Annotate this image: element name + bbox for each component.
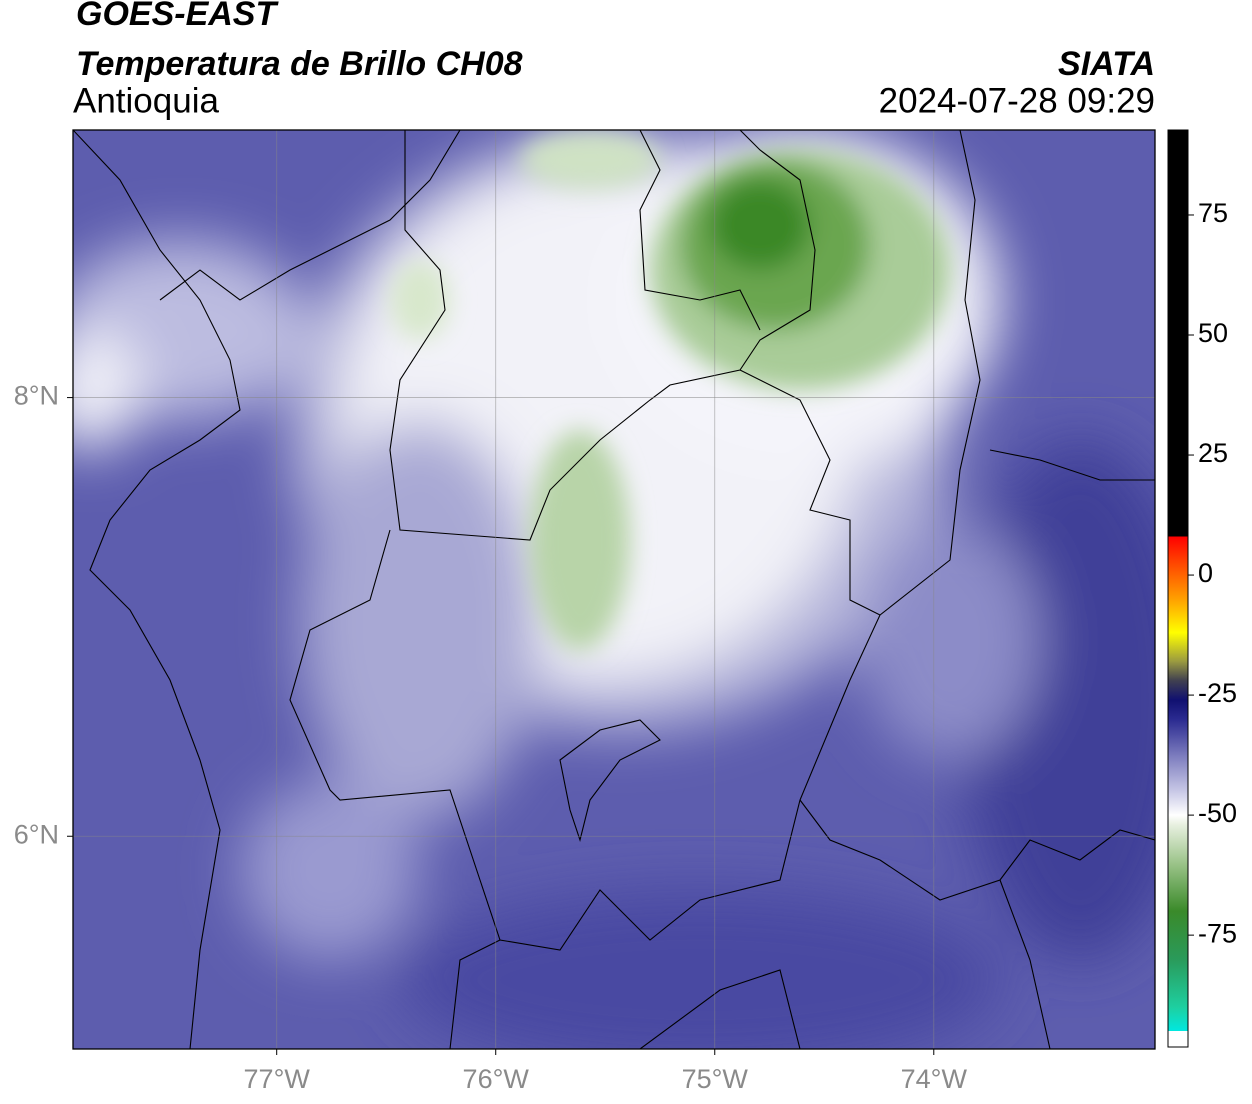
colorbar xyxy=(1167,129,1189,1048)
lon-tick-label: 77°W xyxy=(244,1064,311,1094)
lon-tick-label: 76°W xyxy=(463,1064,530,1094)
colorbar-tick-label: 25 xyxy=(1198,438,1228,468)
borders xyxy=(73,130,1155,1049)
colorbar-tick-label: 0 xyxy=(1198,558,1213,588)
satellite: GOES-EAST xyxy=(76,0,279,33)
graticule xyxy=(73,130,1155,1049)
colorbar-tick-label: 50 xyxy=(1198,318,1228,348)
lat-tick-label: 6°N xyxy=(14,819,59,849)
map-frame xyxy=(72,129,1156,1050)
lon-tick-label: 74°W xyxy=(901,1064,968,1094)
colorbar-tick-label: -25 xyxy=(1198,678,1237,708)
lon-tick-label: 75°W xyxy=(682,1064,749,1094)
lat-tick-label: 8°N xyxy=(14,381,59,411)
source: SIATA xyxy=(1058,45,1155,83)
colorbar-tick-label: -50 xyxy=(1198,798,1237,828)
region: Antioquia xyxy=(73,81,219,120)
title: Temperatura de Brillo CH08 xyxy=(76,45,523,83)
satellite-image xyxy=(73,130,1155,1049)
colorbar-tick-label: 75 xyxy=(1198,198,1228,228)
colorbar-tick-label: -75 xyxy=(1198,918,1237,948)
datetime: 2024-07-28 09:29 xyxy=(879,81,1155,120)
